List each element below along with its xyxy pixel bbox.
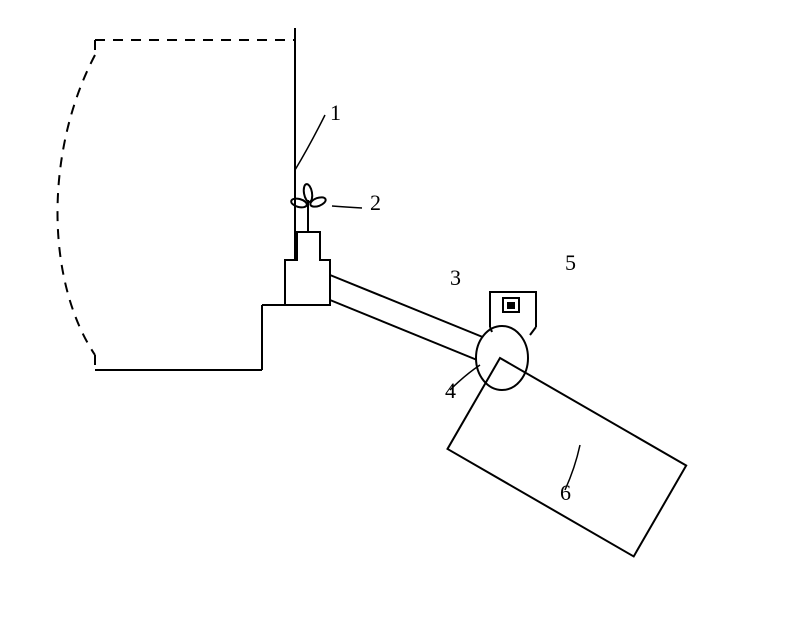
label-4: 4: [445, 378, 456, 403]
vessel-wall-solid: [95, 28, 295, 370]
label-6: 6: [560, 480, 571, 505]
vessel-outline-dashed: [58, 40, 296, 370]
fan-assembly: [285, 183, 330, 305]
label-3: 3: [450, 265, 461, 290]
label-1: 1: [330, 100, 341, 125]
connecting-arm: [330, 275, 490, 362]
labels: 1 2 3 4 5 6: [330, 100, 576, 505]
label-2: 2: [370, 190, 381, 215]
label-5: 5: [565, 250, 576, 275]
diagram-canvas: 1 2 3 4 5 6: [0, 0, 800, 618]
rect-appendage: [448, 358, 687, 556]
